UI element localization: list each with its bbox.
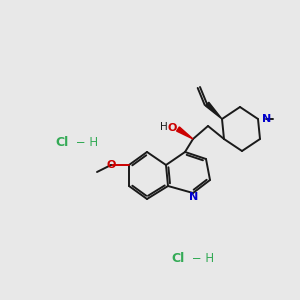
Text: H: H [160,122,168,132]
Text: Cl: Cl [56,136,69,148]
Text: − H: − H [72,136,98,148]
Text: N: N [189,192,199,202]
Polygon shape [177,127,193,139]
Polygon shape [205,102,222,119]
Text: Cl: Cl [171,251,184,265]
Text: − H: − H [188,251,214,265]
Text: N: N [262,114,271,124]
Text: O: O [106,160,116,170]
Text: O: O [167,123,177,133]
